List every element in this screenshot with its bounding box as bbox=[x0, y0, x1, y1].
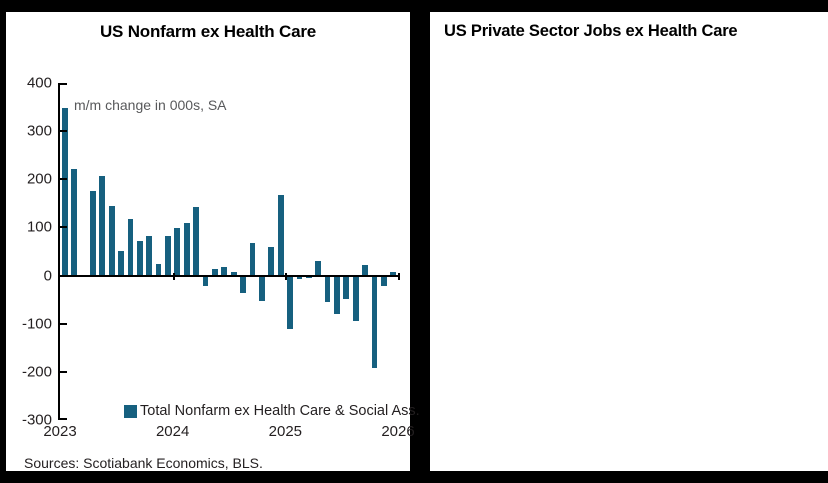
chart-title-right: US Private Sector Jobs ex Health Care bbox=[444, 22, 738, 40]
bar bbox=[174, 227, 181, 276]
bar bbox=[240, 275, 246, 294]
bar bbox=[108, 205, 115, 276]
bar bbox=[324, 275, 331, 303]
y-axis-tick-label: 0 bbox=[43, 267, 52, 285]
bar bbox=[343, 275, 350, 299]
y-axis-tick bbox=[60, 322, 67, 325]
y-axis-cap-top-left bbox=[58, 83, 67, 85]
x-axis-tick-label: 2024 bbox=[155, 423, 190, 440]
y-axis-tick-label: 300 bbox=[26, 122, 52, 140]
y-axis-tick-label: 100 bbox=[26, 218, 52, 236]
y-axis-tick-label: -300 bbox=[21, 411, 52, 429]
bar bbox=[183, 222, 190, 276]
y-axis-tick bbox=[60, 130, 67, 133]
bar bbox=[193, 206, 200, 276]
sources-note-left: Sources: Scotiabank Economics, BLS. bbox=[24, 455, 263, 471]
y-axis-tick-label: -200 bbox=[21, 363, 52, 381]
y-axis-tick bbox=[60, 370, 67, 373]
bar bbox=[296, 275, 303, 280]
y-axis-cap-bottom-left bbox=[58, 418, 67, 420]
legend-label-left: Total Nonfarm ex Health Care & Social As… bbox=[140, 403, 420, 419]
bar bbox=[371, 275, 378, 368]
chart-title-left: US Nonfarm ex Health Care bbox=[99, 22, 317, 41]
bar bbox=[127, 218, 134, 276]
legend-swatch-icon bbox=[124, 404, 137, 418]
bar bbox=[249, 243, 256, 276]
bar bbox=[287, 275, 293, 329]
bar bbox=[89, 191, 96, 276]
bar bbox=[136, 240, 143, 276]
y-axis-spine-left bbox=[58, 83, 60, 420]
bar bbox=[268, 247, 275, 276]
bar bbox=[221, 266, 228, 276]
bar bbox=[277, 195, 284, 276]
chart-panel-left: US Nonfarm ex Health Care m/m change in … bbox=[6, 12, 420, 471]
plot-area-left bbox=[58, 83, 400, 420]
bar bbox=[352, 275, 359, 322]
x-axis-tick bbox=[398, 272, 400, 280]
bar bbox=[305, 275, 312, 279]
bar bbox=[381, 275, 387, 286]
bar bbox=[155, 264, 162, 276]
bar-series-left bbox=[60, 83, 398, 420]
bar bbox=[165, 236, 171, 276]
x-axis-tick-label: 2026 bbox=[381, 423, 415, 440]
zero-line bbox=[58, 274, 398, 277]
bar bbox=[362, 265, 369, 276]
bar bbox=[212, 268, 218, 276]
x-axis-tick bbox=[285, 272, 288, 280]
bar bbox=[334, 275, 340, 315]
y-axis-tick-label: -100 bbox=[21, 315, 52, 333]
bar bbox=[258, 275, 265, 301]
bar bbox=[118, 250, 124, 276]
axis-annotation-left: m/m change in 000s, SA bbox=[74, 97, 227, 113]
y-axis-tick bbox=[60, 178, 67, 181]
bar bbox=[390, 272, 397, 276]
bar bbox=[202, 275, 209, 287]
y-axis-labels-left: 400 300 200 100 0 -100 -200 -300 bbox=[6, 75, 52, 429]
bar bbox=[71, 168, 77, 276]
chart-panel-right: US Private Sector Jobs ex Health Care m/… bbox=[430, 12, 828, 471]
bar bbox=[315, 261, 322, 276]
bar bbox=[230, 271, 237, 276]
bar bbox=[61, 107, 68, 276]
x-axis-tick bbox=[172, 272, 175, 280]
x-axis-tick-label: 2023 bbox=[43, 423, 77, 440]
y-axis-tick-label: 400 bbox=[26, 74, 52, 92]
legend-left: Total Nonfarm ex Health Care & Social As… bbox=[124, 403, 420, 419]
x-axis-labels-left: 2023 2024 2025 2026 bbox=[43, 423, 414, 445]
bar bbox=[99, 175, 106, 276]
bar bbox=[146, 235, 153, 276]
y-axis-tick-label: 200 bbox=[26, 170, 52, 188]
x-axis-tick-label: 2025 bbox=[268, 423, 303, 440]
y-axis-tick bbox=[60, 226, 67, 229]
